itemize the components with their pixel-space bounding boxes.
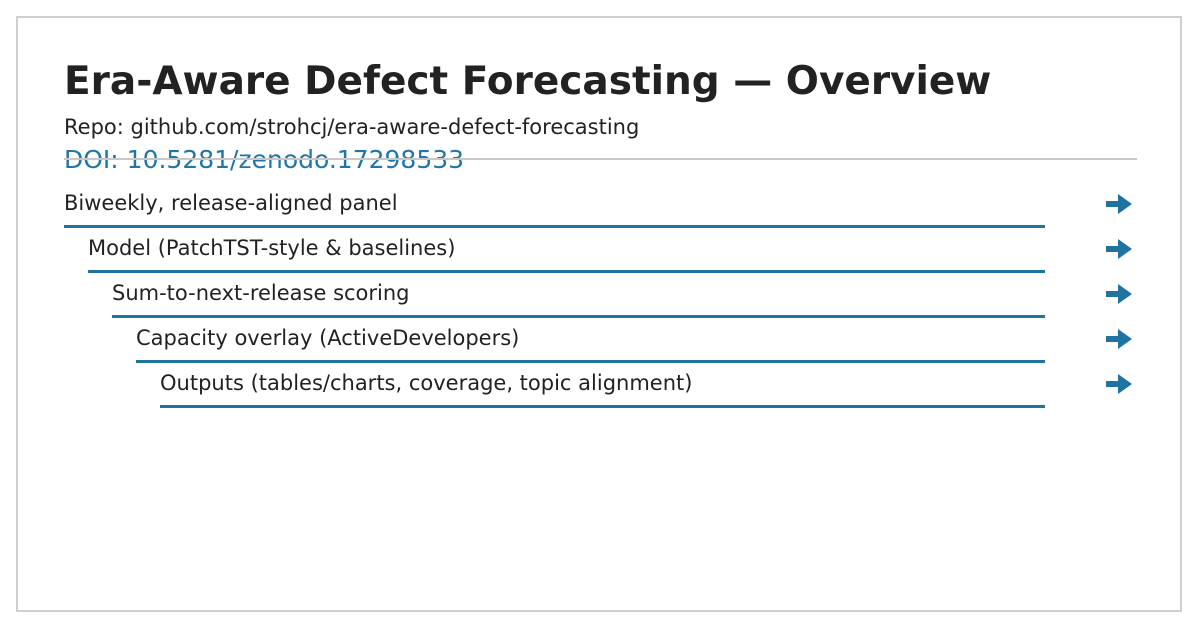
step-underline: [136, 360, 1045, 363]
repo-link-text: Repo: github.com/strohcj/era-aware-defec…: [64, 115, 640, 139]
step-item: Sum-to-next-release scoring: [112, 279, 1045, 318]
step-label: Biweekly, release-aligned panel: [64, 191, 398, 215]
arrow-right-icon: [1106, 284, 1132, 304]
step-label: Model (PatchTST-style & baselines): [88, 236, 456, 260]
arrow-right-icon: [1106, 374, 1132, 394]
doi-link[interactable]: DOI: 10.5281/zenodo.17298533: [64, 145, 465, 174]
step-item: Biweekly, release-aligned panel: [64, 189, 1045, 228]
step-underline: [160, 405, 1045, 408]
step-underline: [112, 315, 1045, 318]
step-underline: [88, 270, 1045, 273]
step-item: Capacity overlay (ActiveDevelopers): [136, 324, 1045, 363]
step-label: Outputs (tables/charts, coverage, topic …: [160, 371, 693, 395]
page-title: Era-Aware Defect Forecasting — Overview: [64, 59, 992, 104]
arrow-right-icon: [1106, 329, 1132, 349]
step-label: Sum-to-next-release scoring: [112, 281, 410, 305]
step-underline: [64, 225, 1045, 228]
arrow-right-icon: [1106, 239, 1132, 259]
step-item: Outputs (tables/charts, coverage, topic …: [160, 369, 1045, 408]
step-label: Capacity overlay (ActiveDevelopers): [136, 326, 520, 350]
header-divider: [64, 158, 1137, 160]
slide-frame: [16, 16, 1182, 612]
step-item: Model (PatchTST-style & baselines): [88, 234, 1045, 273]
arrow-right-icon: [1106, 194, 1132, 214]
